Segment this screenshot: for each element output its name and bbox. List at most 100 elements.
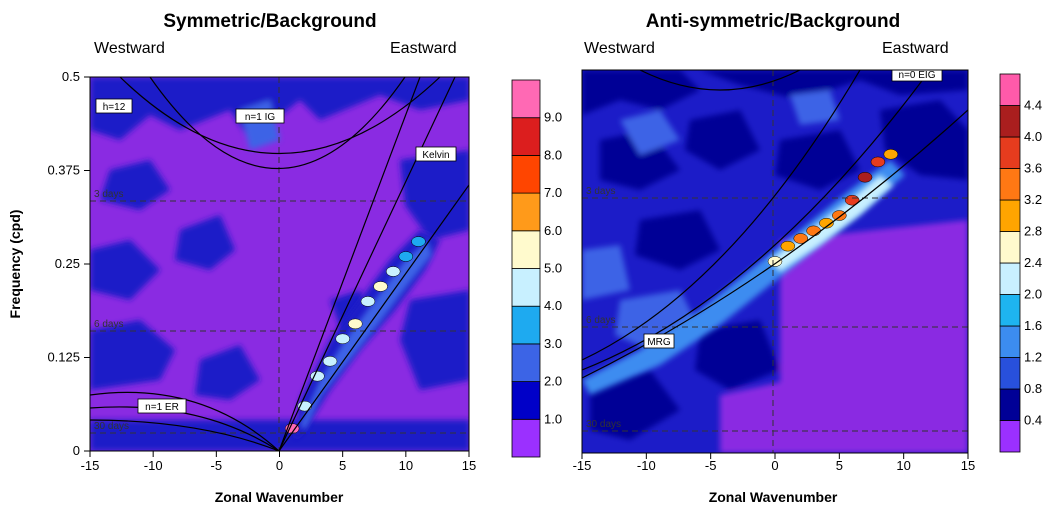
colorbar-label: 1.0 xyxy=(544,411,562,426)
svg-text:n=1 IG: n=1 IG xyxy=(245,112,276,123)
colorbar-segment xyxy=(511,381,541,420)
x-tick-label: -10 xyxy=(144,458,163,473)
colorbar-segment xyxy=(999,388,1021,421)
left-y-ticks: 0 0.125 0.25 0.375 0.5 xyxy=(47,69,90,458)
colorbar-segment xyxy=(999,357,1021,390)
right-noise-patches xyxy=(582,70,968,453)
left-panel: Symmetric/Background Westward Eastward xyxy=(7,11,562,505)
right-30day-label: 30 days xyxy=(586,419,621,430)
left-title: Symmetric/Background xyxy=(163,11,376,32)
x-tick-label: -5 xyxy=(211,458,223,473)
left-dispersion-curves xyxy=(90,77,469,451)
ridge-point xyxy=(373,281,388,292)
left-3day-label: 3 days xyxy=(94,189,123,200)
x-tick-label: 15 xyxy=(462,458,476,473)
colorbar-segment xyxy=(999,136,1021,169)
colorbar-label: 0.4 xyxy=(1024,413,1042,428)
y-tick-label: 0 xyxy=(73,443,80,458)
svg-text:MRG: MRG xyxy=(647,337,671,348)
left-x-ticks: -15 -10 -5 0 5 10 15 xyxy=(81,451,476,473)
left-er-curve-1 xyxy=(90,391,280,451)
ridge-point xyxy=(806,225,821,237)
x-tick-label: 0 xyxy=(276,458,283,473)
x-tick-label: 5 xyxy=(339,458,346,473)
colorbar-label: 2.0 xyxy=(544,374,562,389)
right-mrg-curve xyxy=(582,70,861,361)
colorbar-label: 9.0 xyxy=(544,110,562,125)
x-tick-label: 15 xyxy=(961,458,975,473)
right-title: Anti-symmetric/Background xyxy=(646,11,900,32)
ridge-point xyxy=(767,256,783,267)
right-dispersion-curves xyxy=(582,70,968,379)
left-x-axis-label: Zonal Wavenumber xyxy=(215,489,344,505)
left-curve-label-kelvin: Kelvin xyxy=(415,146,457,162)
colorbar-label: 2.0 xyxy=(1024,287,1042,302)
colorbar-segment xyxy=(511,154,541,194)
right-colorbar: 0.4 0.8 1.2 1.6 2.0 2.4 2.8 3.2 3.6 4.0 4.4 xyxy=(999,73,1042,453)
right-westward-label: Westward xyxy=(584,40,655,57)
colorbar-segment xyxy=(511,117,541,156)
right-eig-curve-1 xyxy=(582,70,931,371)
y-tick-label: 0.5 xyxy=(62,69,80,84)
colorbar-segment xyxy=(999,199,1021,232)
colorbar-segment xyxy=(511,418,541,458)
ridge-point xyxy=(360,296,376,307)
colorbar-label: 1.6 xyxy=(1024,318,1042,333)
x-tick-label: -15 xyxy=(81,458,100,473)
left-westward-label: Westward xyxy=(94,40,165,57)
left-er-curve-2 xyxy=(90,406,280,451)
right-3day-label: 3 days xyxy=(586,186,615,197)
colorbar-segment xyxy=(999,231,1021,264)
colorbar-label: 4.0 xyxy=(1024,129,1042,144)
left-30day-label: 30 days xyxy=(94,421,129,432)
right-top-curve xyxy=(639,70,801,91)
colorbar-label: 7.0 xyxy=(544,185,562,200)
left-y-axis-label: Frequency (cpd) xyxy=(7,210,23,319)
colorbar-segment xyxy=(999,73,1021,106)
colorbar-segment xyxy=(999,325,1021,358)
right-panel: Anti-symmetric/Background Westward Eastw… xyxy=(573,11,1042,505)
x-tick-label: 0 xyxy=(771,458,778,473)
y-tick-label: 0.125 xyxy=(47,350,80,365)
right-curve-label-mrg: MRG xyxy=(643,333,675,349)
svg-text:n=1 ER: n=1 ER xyxy=(145,402,179,413)
left-curve-label-n1ig: n=1 IG xyxy=(235,108,285,124)
colorbar-segment xyxy=(511,192,541,232)
ridge-point xyxy=(780,240,796,252)
colorbar-label: 2.8 xyxy=(1024,224,1042,239)
y-tick-label: 0.25 xyxy=(55,256,80,271)
right-eastward-label: Eastward xyxy=(882,40,949,57)
colorbar-label: 6.0 xyxy=(544,223,562,238)
x-tick-label: 10 xyxy=(399,458,413,473)
colorbar-label: 5.0 xyxy=(544,261,562,276)
left-kelvin-curve-1 xyxy=(278,77,421,451)
x-tick-label: 5 xyxy=(836,458,843,473)
colorbar-label: 3.6 xyxy=(1024,161,1042,176)
colorbar-label: 8.0 xyxy=(544,147,562,162)
svg-text:Kelvin: Kelvin xyxy=(422,150,449,161)
ridge-point xyxy=(310,370,325,382)
left-eastward-label: Eastward xyxy=(390,40,457,57)
right-curve-label-n0eig: n=0 EIG xyxy=(891,70,943,82)
left-ridge-band xyxy=(295,230,440,440)
colorbar-segment xyxy=(999,420,1021,453)
x-tick-label: -15 xyxy=(573,458,592,473)
colorbar-segment xyxy=(999,105,1021,138)
ridge-point xyxy=(819,217,834,229)
left-6day-label: 6 days xyxy=(94,319,123,330)
ridge-point xyxy=(793,233,808,244)
right-6day-label: 6 days xyxy=(586,315,615,326)
colorbar-label: 0.8 xyxy=(1024,381,1042,396)
colorbar-label: 3.2 xyxy=(1024,192,1042,207)
ridge-point xyxy=(335,333,350,345)
colorbar-segment xyxy=(511,305,541,345)
left-colorbar: 1.0 2.0 3.0 4.0 5.0 6.0 7.0 8.0 9.0 xyxy=(511,79,562,458)
right-plot-area: n=0 EIG MRG 3 days 6 days 30 days xyxy=(582,70,968,453)
colorbar-label: 3.0 xyxy=(544,336,562,351)
left-plot-area: h=12 n=1 IG Kelvin n=1 ER 3 days 6 days … xyxy=(90,77,469,451)
colorbar-segment xyxy=(511,79,541,119)
left-ig-curve-2 xyxy=(119,77,441,154)
x-tick-label: -5 xyxy=(705,458,717,473)
right-eig-curve-2 xyxy=(582,109,968,379)
